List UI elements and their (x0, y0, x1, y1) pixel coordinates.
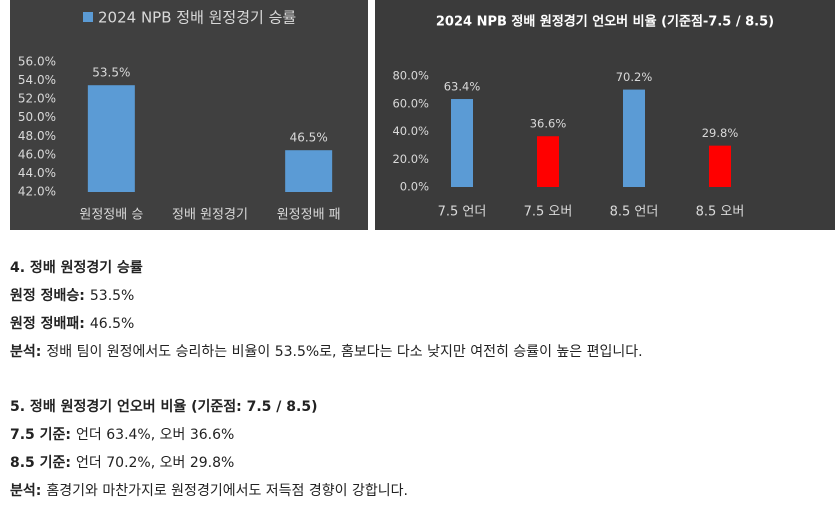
y-tick-label: 42.0% (18, 185, 56, 199)
value-label: 70.2% (616, 70, 653, 84)
text-line: 원정 정배패: 46.5% (10, 310, 643, 338)
chart: 2024 NPB 정배 원정경기 언오버 비율 (기준점-7.5 / 8.5) 0… (375, 0, 835, 230)
section: 5. 정배 원정경기 언오버 비율 (기준점: 7.5 / 8.5) 7.5 기준… (10, 393, 643, 505)
line-text: 언더 63.4%, 오버 36.6% (76, 427, 235, 443)
y-tick-label: 44.0% (18, 166, 56, 180)
text-line: 8.5 기준: 언더 70.2%, 오버 29.8% (10, 449, 643, 477)
bar (709, 145, 731, 187)
text-line: 7.5 기준: 언더 63.4%, 오버 36.6% (10, 421, 643, 449)
chart-title: 2024 NPB 정배 원정경기 언오버 비율 (기준점-7.5 / 8.5) (436, 14, 774, 30)
y-tick-label: 80.0% (392, 69, 429, 83)
line-text: 46.5% (89, 316, 135, 332)
line-text: 53.5% (89, 288, 135, 304)
x-tick-label: 7.5 언더 (438, 205, 487, 220)
bar (285, 150, 333, 192)
legend-label: 2024 NPB 정배 원정경기 승률 (98, 9, 296, 27)
bar (537, 136, 559, 187)
y-tick-label: 50.0% (18, 110, 56, 124)
y-tick-label: 56.0% (18, 55, 56, 69)
text-line: 원정 정배승: 53.5% (10, 282, 643, 310)
line-text: 정배 팀이 원정에서도 승리하는 비율이 53.5%로, 홈보다는 다소 낮지만… (46, 344, 643, 360)
x-tick-label: 7.5 오버 (524, 205, 573, 220)
chart-background (10, 0, 368, 230)
bar (451, 99, 473, 187)
section-heading: 4. 정배 원정경기 승률 (10, 260, 143, 276)
value-label: 53.5% (92, 66, 130, 80)
y-tick-label: 0.0% (400, 180, 429, 194)
line-label: 원정 정배패: (10, 316, 85, 332)
line-label: 7.5 기준: (10, 427, 72, 443)
x-tick-label: 원정정배 승 (79, 208, 143, 223)
document: 4. 정배 원정경기 승률 원정 정배승: 53.5% 원정 정배패: 46.5% 분석:… (10, 254, 643, 532)
line-label: 분석: (10, 344, 42, 360)
bar (87, 85, 135, 192)
y-tick-label: 48.0% (18, 129, 56, 143)
value-label: 36.6% (530, 117, 567, 131)
x-tick-label: 원정정배 패 (277, 208, 341, 223)
value-label: 63.4% (444, 80, 481, 94)
y-tick-label: 46.0% (18, 147, 56, 161)
y-tick-label: 54.0% (18, 73, 56, 87)
legend-swatch (83, 12, 93, 22)
value-label: 46.5% (290, 131, 328, 145)
line-text: 언더 70.2%, 오버 29.8% (76, 455, 235, 471)
section: 4. 정배 원정경기 승률 원정 정배승: 53.5% 원정 정배패: 46.5% 분석:… (10, 254, 643, 366)
x-tick-label: 8.5 오버 (696, 205, 745, 220)
y-tick-label: 20.0% (392, 152, 429, 166)
chart-background (375, 0, 835, 230)
chart: 2024 NPB 정배 원정경기 승률 42.0% 44.0% 46.0% 48.0% 5… (10, 0, 368, 230)
section-heading: 5. 정배 원정경기 언오버 비율 (기준점: 7.5 / 8.5) (10, 399, 318, 415)
page: 2024 NPB 정배 원정경기 승률 42.0% 44.0% 46.0% 48.0% 5… (10, 0, 835, 499)
y-tick-label: 40.0% (392, 124, 429, 138)
x-tick-label: 8.5 언더 (610, 205, 659, 220)
line-label: 분석: (10, 483, 42, 499)
y-tick-label: 52.0% (18, 92, 56, 106)
value-label: 29.8% (702, 126, 739, 140)
bar (623, 89, 645, 187)
text-line: 분석: 정배 팀이 원정에서도 승리하는 비율이 53.5%로, 홈보다는 다소 … (10, 338, 643, 366)
line-text: 홈경기와 마찬가지로 원정경기에서도 저득점 경향이 강합니다. (46, 483, 408, 499)
line-label: 8.5 기준: (10, 455, 72, 471)
y-tick-label: 60.0% (392, 96, 429, 110)
x-tick-label: 정배 원정경기 (172, 208, 248, 223)
line-label: 원정 정배승: (10, 288, 85, 304)
text-line: 분석: 홈경기와 마찬가지로 원정경기에서도 저득점 경향이 강합니다. (10, 477, 643, 505)
